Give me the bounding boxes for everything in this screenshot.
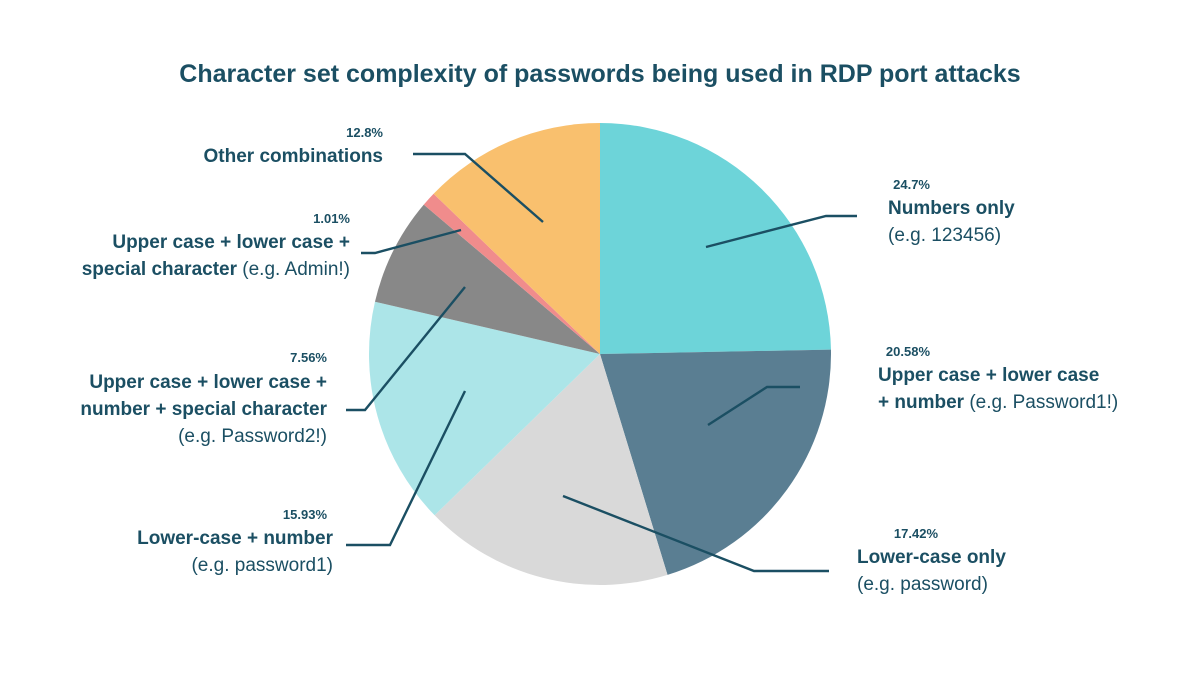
- slice-percent-label: 17.42%: [894, 526, 939, 541]
- slice-category-label: + number (e.g. Password1!): [878, 392, 1118, 413]
- slice-percent-label: 15.93%: [283, 507, 328, 522]
- slice-category-label: Upper case + lower case +: [89, 372, 327, 393]
- slice-percent-label: 1.01%: [313, 211, 350, 226]
- pie-slices: [368, 123, 832, 586]
- slice-category-label: (e.g. 123456): [888, 225, 1001, 246]
- slice-category-label: Numbers only: [888, 198, 1015, 219]
- pie-slice: [423, 193, 600, 354]
- pie-slice: [600, 349, 832, 575]
- slice-labels: 24.7% Numbers only (e.g. 123456) 20.58% Uppe…: [80, 125, 1118, 595]
- slice-category-label: Lower-case + number: [137, 528, 333, 549]
- slice-category-label: (e.g. Password2!): [178, 426, 327, 447]
- leader-line: [562, 494, 829, 573]
- slice-category-label: Upper case + lower case +: [112, 232, 350, 253]
- leader-line: [707, 385, 800, 427]
- slice-category-label: Other combinations: [204, 146, 383, 167]
- pie-slice: [434, 354, 668, 586]
- pie-slice: [374, 204, 600, 354]
- slice-percent-label: 24.7%: [893, 177, 930, 192]
- leader-lines: [346, 152, 857, 573]
- pie-slice: [368, 301, 600, 516]
- slice-category-label: (e.g. password): [857, 574, 988, 595]
- slice-category-label: special character (e.g. Admin!): [82, 259, 350, 280]
- leader-line: [346, 390, 467, 547]
- slice-category-label: number + special character: [80, 399, 327, 420]
- leader-line: [413, 152, 544, 223]
- pie-slice: [433, 123, 600, 354]
- leader-line: [705, 214, 857, 249]
- chart-title: Character set complexity of passwords be…: [179, 60, 1020, 88]
- slice-percent-label: 7.56%: [290, 350, 327, 365]
- slice-percent-label: 12.8%: [346, 125, 383, 140]
- slice-percent-label: 20.58%: [886, 344, 931, 359]
- slice-category-label: Upper case + lower case: [878, 365, 1099, 386]
- slice-category-label: (e.g. password1): [191, 555, 333, 576]
- leader-line: [361, 228, 462, 255]
- leader-line: [346, 286, 466, 412]
- slice-category-label: Lower-case only: [857, 547, 1006, 568]
- pie-slice: [600, 123, 831, 354]
